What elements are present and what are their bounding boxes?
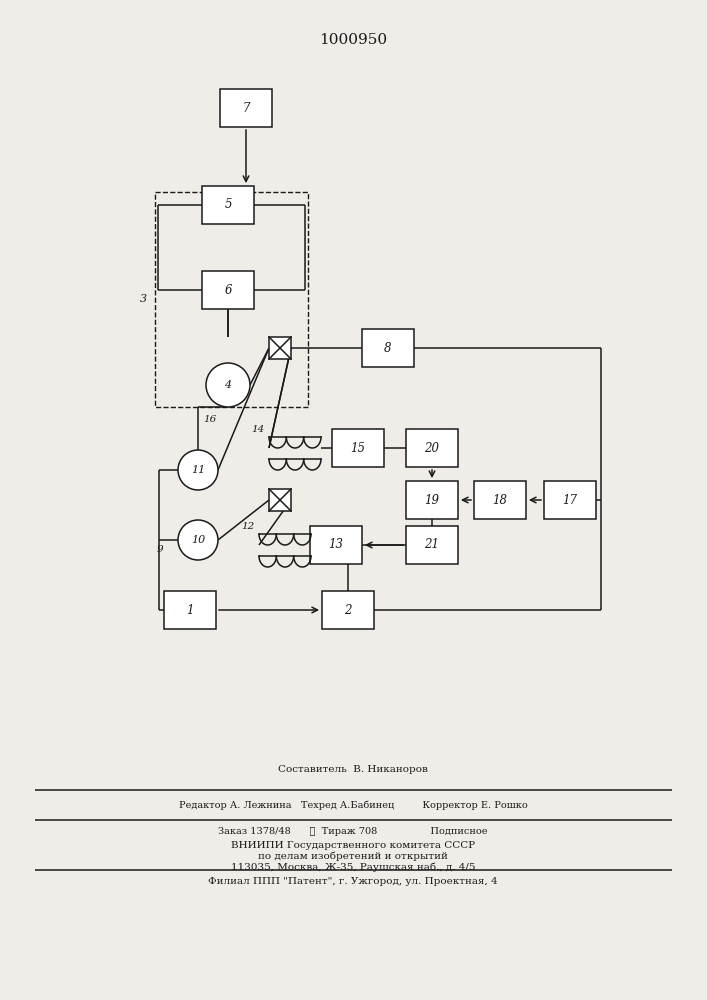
Text: 11: 11 [191,465,205,475]
Bar [202,271,254,309]
Bar [362,329,414,367]
Circle shape [178,450,218,490]
Text: 16: 16 [203,415,216,424]
Text: 8: 8 [384,342,392,355]
Text: Редактор А. Лежнина   Техред А.Бабинец         Корректор Е. Рошко: Редактор А. Лежнина Техред А.Бабинец Кор… [179,800,527,810]
Text: 5: 5 [224,198,232,212]
Bar [544,481,596,519]
Bar [155,192,308,407]
Text: Филиал ППП "Патент", г. Ужгород, ул. Проектная, 4: Филиал ППП "Патент", г. Ужгород, ул. Про… [208,878,498,886]
Bar [332,429,384,467]
Bar [269,337,291,359]
Bar [406,481,458,519]
Text: 6: 6 [224,284,232,296]
Bar [164,591,216,629]
Text: 10: 10 [191,535,205,545]
Bar [220,89,272,127]
Text: 18: 18 [493,493,508,506]
Bar [406,429,458,467]
Text: 4: 4 [224,380,232,390]
Text: 21: 21 [424,538,440,552]
Circle shape [206,363,250,407]
Bar [322,591,374,629]
Bar [269,489,291,511]
Text: 20: 20 [424,442,440,454]
Bar [474,481,526,519]
Bar [406,526,458,564]
Text: 7: 7 [243,102,250,114]
Text: 113035, Москва, Ж-35, Раушская наб., д. 4/5: 113035, Москва, Ж-35, Раушская наб., д. … [230,862,475,872]
Text: 13: 13 [329,538,344,552]
Text: 9: 9 [157,545,163,554]
Text: ВНИИПИ Государственного комитета СССР: ВНИИПИ Государственного комитета СССР [231,840,475,850]
Text: 17: 17 [563,493,578,506]
Text: Заказ 1378/48      ★  Тираж 708                 Подписное: Заказ 1378/48 ★ Тираж 708 Подписное [218,828,488,836]
Text: 3: 3 [139,294,146,304]
Text: 12: 12 [242,522,255,531]
Text: 15: 15 [351,442,366,454]
Text: 1: 1 [186,603,194,616]
Text: Составитель  В. Никаноров: Составитель В. Никаноров [278,766,428,774]
Text: 14: 14 [252,425,265,434]
Text: 2: 2 [344,603,352,616]
Circle shape [178,520,218,560]
Text: 1000950: 1000950 [319,33,387,47]
Bar [202,186,254,224]
Bar [310,526,362,564]
Text: 19: 19 [424,493,440,506]
Text: по делам изобретений и открытий: по делам изобретений и открытий [258,851,448,861]
